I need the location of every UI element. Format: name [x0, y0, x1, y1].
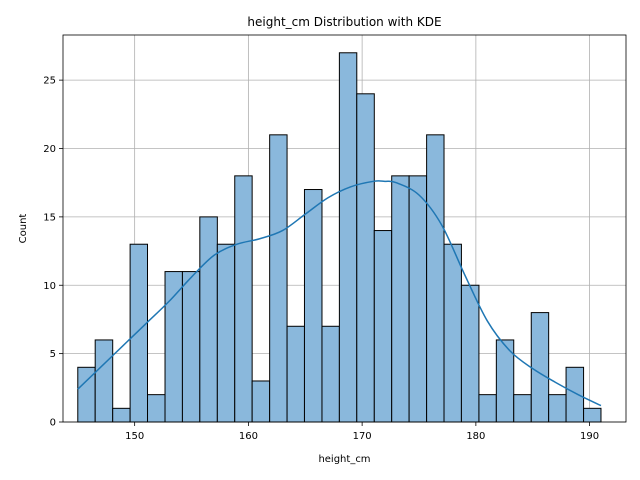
histogram-bar: [286, 325, 305, 423]
histogram-bar: [356, 93, 375, 423]
histogram-bar: [513, 394, 532, 423]
histogram-bar: [199, 216, 218, 423]
histogram-bar: [530, 312, 550, 423]
histogram-bar: [443, 243, 462, 423]
histogram-bar: [303, 189, 323, 423]
histogram-bar: [391, 175, 410, 423]
histogram-bar: [181, 271, 201, 423]
histogram-bar: [94, 339, 114, 423]
y-tick-label: 20: [43, 144, 56, 155]
histogram-bar: [548, 394, 567, 423]
x-tick-label: 160: [239, 431, 258, 442]
histogram-bar: [321, 325, 340, 423]
y-tick-label: 0: [50, 418, 56, 429]
y-tick-label: 5: [50, 349, 56, 360]
histogram-bar: [426, 134, 445, 423]
histogram-bar: [251, 380, 271, 423]
histogram-bar: [338, 52, 358, 423]
x-tick-label: 190: [580, 431, 599, 442]
histogram-bar: [112, 407, 131, 423]
y-tick-label: 10: [43, 281, 56, 292]
x-axis-ticks: 150 160 170 180 190: [125, 422, 599, 442]
histogram-bar: [373, 230, 393, 423]
histogram-bar: [216, 243, 236, 423]
x-tick-label: 180: [466, 431, 485, 442]
plot-frame: [62, 34, 627, 423]
histogram-bars: [77, 52, 602, 423]
histogram-bar: [408, 175, 428, 423]
histogram-bar: [269, 134, 288, 423]
x-tick-label: 170: [353, 431, 372, 442]
kde-curve: [77, 180, 602, 407]
histogram-bar: [583, 407, 602, 423]
x-axis-label: height_cm: [318, 454, 370, 465]
histogram-bar: [164, 271, 183, 423]
chart-title: height_cm Distribution with KDE: [247, 15, 441, 29]
histogram-bar: [478, 394, 497, 423]
histogram-bar: [147, 394, 166, 423]
y-tick-label: 25: [43, 76, 56, 87]
histogram-bar: [565, 366, 585, 423]
histogram-bar: [234, 175, 253, 423]
y-axis-label: Count: [18, 214, 29, 244]
y-axis-ticks: 0 5 10 15 20 25: [43, 76, 63, 429]
histogram-bar: [460, 284, 480, 423]
x-tick-label: 150: [125, 431, 144, 442]
y-tick-label: 15: [43, 212, 56, 223]
histogram-bar: [129, 243, 149, 423]
